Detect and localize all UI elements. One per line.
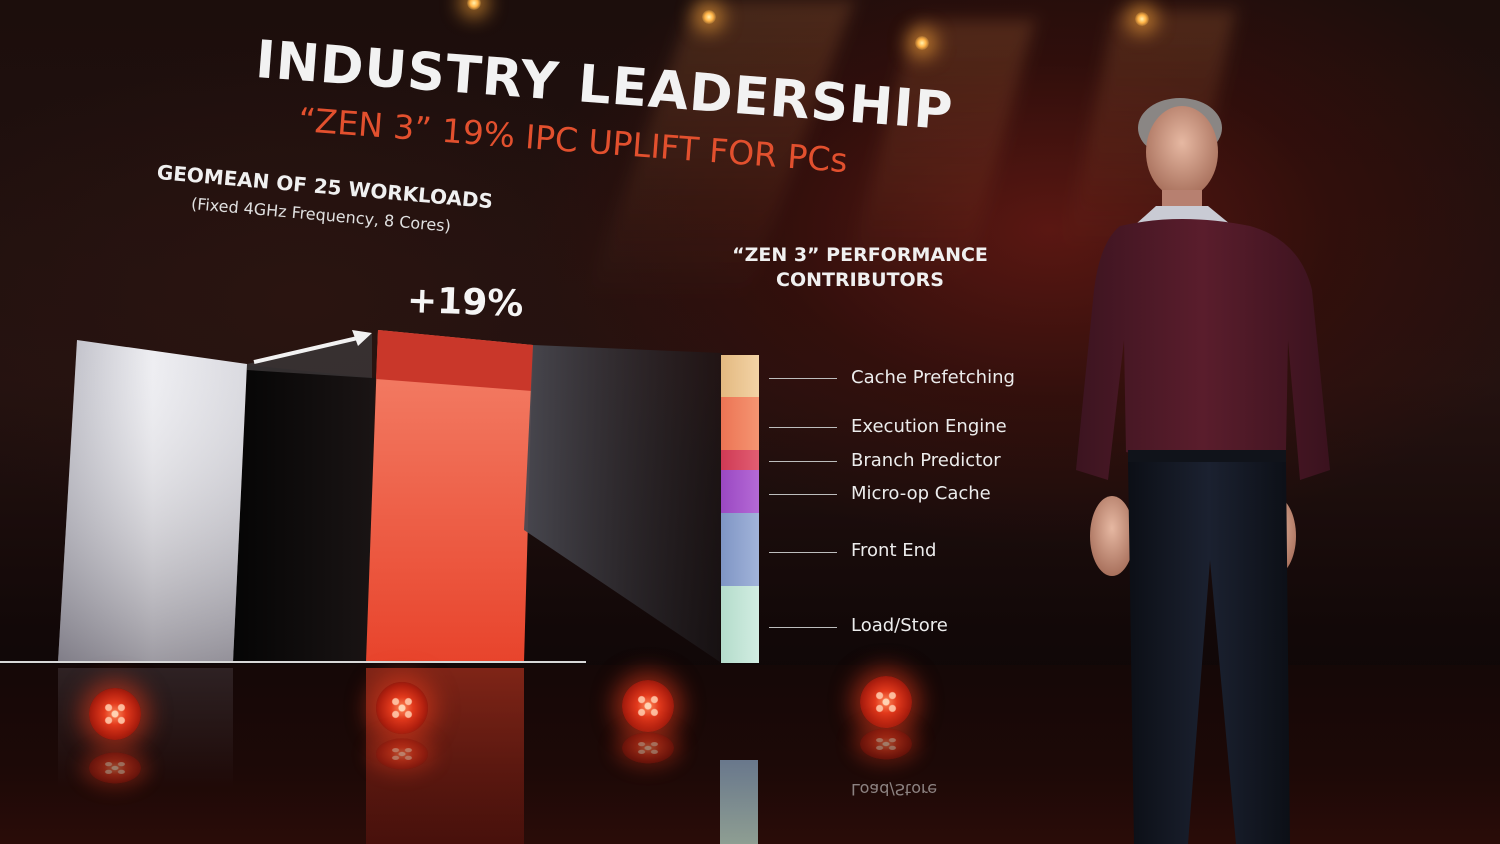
stage-spotlight: [702, 10, 716, 24]
presenter: [1076, 98, 1330, 844]
stage-spotlight: [467, 0, 481, 10]
segment-execution-engine: [721, 397, 759, 450]
contributor-wedge: [524, 345, 722, 662]
contributor-stack: [721, 355, 759, 663]
bar-gap-shadow: [233, 365, 375, 662]
floor-light: [622, 680, 674, 732]
presenter-belt: [1128, 450, 1286, 464]
legend-leader-line: [769, 494, 837, 495]
floor-light-reflection: [622, 732, 674, 764]
bar-zen3-uplift: [376, 330, 533, 391]
legend-reflection-text: Load/Store: [851, 780, 938, 799]
bar-baseline-reflection: [58, 668, 233, 788]
segment-load-store: [721, 586, 759, 663]
floor-light: [376, 682, 428, 734]
segment-branch-predictor: [721, 450, 759, 470]
legend-leader-line: [769, 552, 837, 553]
legend-branch-predictor: Branch Predictor: [851, 450, 1001, 471]
legend-leader-line: [769, 461, 837, 462]
legend-front-end: Front End: [851, 540, 937, 561]
ipc-bar-chart: [58, 330, 722, 662]
legend-execution-engine: Execution Engine: [851, 416, 1007, 437]
segment-cache-prefetching: [721, 355, 759, 397]
legend-micro-op-cache: Micro-op Cache: [851, 483, 991, 504]
bar-baseline-shade: [58, 340, 247, 662]
legend-cache-prefetching: Cache Prefetching: [851, 367, 1015, 388]
legend-load-store: Load/Store: [851, 615, 948, 636]
uplift-arrow-head: [352, 330, 372, 346]
presenter-left-hand: [1090, 496, 1134, 576]
floor-light-reflection: [376, 738, 428, 770]
legend-leader-line: [769, 427, 837, 428]
chart-baseline: [0, 661, 586, 663]
legend-leader-line: [769, 378, 837, 379]
segment-front-end: [721, 513, 759, 586]
bar-zen3: [366, 330, 533, 662]
uplift-arrow: [253, 335, 363, 364]
presenter-pants: [1128, 462, 1290, 844]
presenter-head: [1146, 106, 1218, 198]
legend-leader-line: [769, 627, 837, 628]
floor-light: [860, 676, 912, 728]
contributors-title-line2: CONTRIBUTORS: [776, 269, 944, 291]
floor-light: [89, 688, 141, 740]
contributors-title: “ZEN 3” PERFORMANCE CONTRIBUTORS: [730, 243, 990, 293]
floor-light-reflection: [860, 728, 912, 760]
segment-micro-op-cache: [721, 470, 759, 513]
stage-spotlight: [1135, 12, 1149, 26]
stage-spotlight: [915, 36, 929, 50]
contributor-stack-reflection: [720, 760, 758, 844]
presenter-sweater: [1076, 219, 1330, 480]
contributors-title-line1: “ZEN 3” PERFORMANCE: [732, 244, 988, 266]
uplift-arrow-band: [247, 334, 372, 378]
floor-light-reflection: [89, 752, 141, 784]
light-beam: [845, 20, 1035, 280]
